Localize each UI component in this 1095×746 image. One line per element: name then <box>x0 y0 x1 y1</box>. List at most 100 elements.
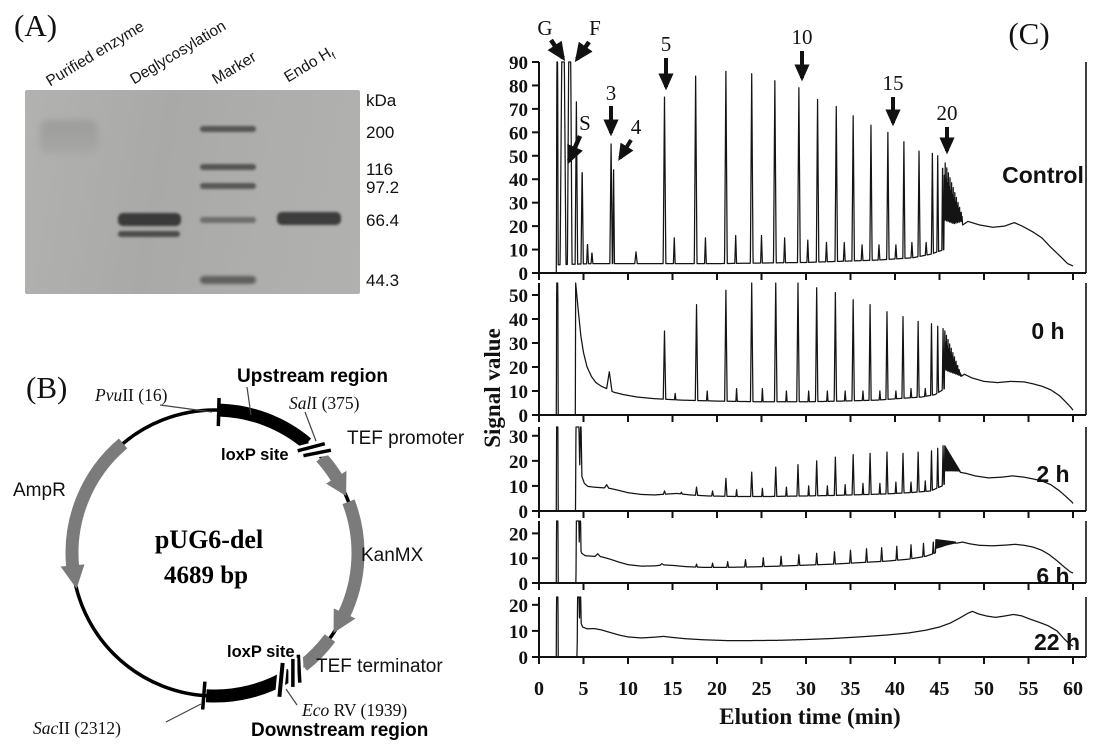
subplot-6-h: 0 10 20 6 h <box>509 520 1087 595</box>
y-tick-label: 30 <box>509 334 528 355</box>
y-tick-label: 80 <box>509 76 528 97</box>
x-tick-label: 40 <box>885 678 905 700</box>
peak-annotation-15: 15 <box>883 71 904 95</box>
trace-6-h <box>538 520 1074 584</box>
peak-annotation-F: F <box>589 16 601 40</box>
trace-control <box>538 61 1074 274</box>
lane-label-endo-hf: Endo Hf <box>281 44 339 86</box>
x-tick-label: 55 <box>1019 678 1039 700</box>
panel-c-label: (C) <box>1008 16 1049 51</box>
site-ecorv: Eco RV (1939) <box>301 700 407 720</box>
gel-image <box>25 90 360 294</box>
trace-label: 2 h <box>1036 461 1069 487</box>
peak-annotation-G: G <box>537 16 552 40</box>
gel-band-deglyc-lower <box>118 231 180 237</box>
plasmid-size: 4689 bp <box>164 562 248 589</box>
x-tick-label: 30 <box>796 678 816 700</box>
segment-upstream-region <box>219 403 312 449</box>
leader-sal <box>304 411 317 442</box>
y-tick-label: 90 <box>509 53 528 74</box>
kda-200: 200 <box>366 123 395 142</box>
trace-label: Control <box>1002 162 1084 188</box>
kda-header: kDa <box>366 91 397 110</box>
feature-kanmx: KanMX <box>361 545 424 566</box>
peak-annotation-10: 10 <box>792 25 813 49</box>
panel-b-label: (B) <box>26 370 67 405</box>
peak-arrow-S <box>566 135 583 165</box>
subplot-2-h: 0 10 20 30 2 h <box>509 426 1087 523</box>
x-tick-label: 20 <box>707 678 727 700</box>
feature-loxp-bottom: loxP site <box>227 643 295 661</box>
loxp-slash <box>297 441 326 453</box>
feature-upstream-region: Upstream region <box>237 366 388 387</box>
y-tick-label: 40 <box>509 170 528 191</box>
trace-label: 6 h <box>1036 563 1069 589</box>
peak-annotation-4: 4 <box>631 115 642 139</box>
loxp-slash <box>296 654 302 683</box>
segment-ampr <box>65 438 128 569</box>
leader-eco <box>285 688 298 706</box>
kda-116: 116 <box>366 160 394 179</box>
x-tick-label: 15 <box>663 678 683 700</box>
site-sacii: SacII (2312) <box>33 718 121 738</box>
gel-band-marker-44 <box>200 276 256 284</box>
feature-tef-terminator: TEF terminator <box>316 656 443 677</box>
y-tick-label: 20 <box>509 452 528 473</box>
arrowhead-tef-promoter <box>326 470 347 496</box>
y-tick-label: 0 <box>519 648 529 669</box>
arrowhead-kanmx <box>333 608 356 633</box>
gel-band-endo-hf <box>277 212 341 225</box>
loxp-slash <box>277 662 285 697</box>
panel-a-label: (A) <box>14 8 58 43</box>
peak-annotation-20: 20 <box>937 101 958 125</box>
gel-band-deglyc-main <box>118 213 181 226</box>
y-tick-label: 10 <box>509 382 528 403</box>
x-tick-label: 25 <box>752 678 772 700</box>
trace-2-h <box>538 426 1074 512</box>
y-tick-label: 20 <box>509 524 528 545</box>
y-tick-label: 10 <box>509 549 528 570</box>
segment-tef-promoter <box>316 452 344 483</box>
y-tick-label: 20 <box>509 217 528 238</box>
panel-b-plasmid-map: (B) PvuII (16) Upstream region SalI (375… <box>13 366 465 741</box>
peak-annotation-5: 5 <box>661 32 672 56</box>
leader-sac <box>165 703 202 723</box>
x-tick-label: 10 <box>618 678 638 700</box>
gel-band-marker-116 <box>200 164 256 170</box>
gel-band-marker-200 <box>200 126 256 132</box>
x-tick-label: 35 <box>841 678 861 700</box>
y-tick-label: 10 <box>509 477 528 498</box>
feature-ampr: AmpR <box>13 480 66 501</box>
y-tick-label: 50 <box>509 147 528 168</box>
feature-tef-promoter: TEF promoter <box>347 428 465 449</box>
segment-kanmx <box>337 499 365 619</box>
y-tick-label: 20 <box>509 596 528 617</box>
plasmid-name: pUG6-del <box>155 525 263 554</box>
peak-arrow-F <box>574 40 593 63</box>
peak-annotation-S: S <box>579 111 591 135</box>
x-tick-label: 50 <box>974 678 994 700</box>
loxp-slash <box>303 448 332 458</box>
x-axis-title: Elution time (min) <box>719 704 900 729</box>
site-pvuii: PvuII (16) <box>94 385 168 405</box>
y-tick-label: 30 <box>509 194 528 215</box>
y-tick-label: 0 <box>519 264 529 285</box>
gel-band-purified-smear <box>40 120 98 154</box>
leader-pvu <box>159 404 213 413</box>
y-tick-label: 0 <box>519 574 529 595</box>
y-tick-label: 10 <box>509 622 528 643</box>
subplot-0-h: 0 10 20 30 40 50 0 h <box>509 282 1087 427</box>
trace-0-h <box>538 282 1074 416</box>
site-sali: SalI (375) <box>289 393 360 413</box>
x-tick-label: 5 <box>579 678 589 700</box>
kda-97: 97.2 <box>366 178 400 197</box>
x-tick-label: 0 <box>534 678 544 700</box>
arrowhead-ampr <box>60 564 85 589</box>
lane-label-marker: Marker <box>209 48 260 88</box>
peak-arrow-G <box>547 38 566 62</box>
y-tick-label: 40 <box>509 310 528 331</box>
kda-44: 44.3 <box>366 271 400 290</box>
